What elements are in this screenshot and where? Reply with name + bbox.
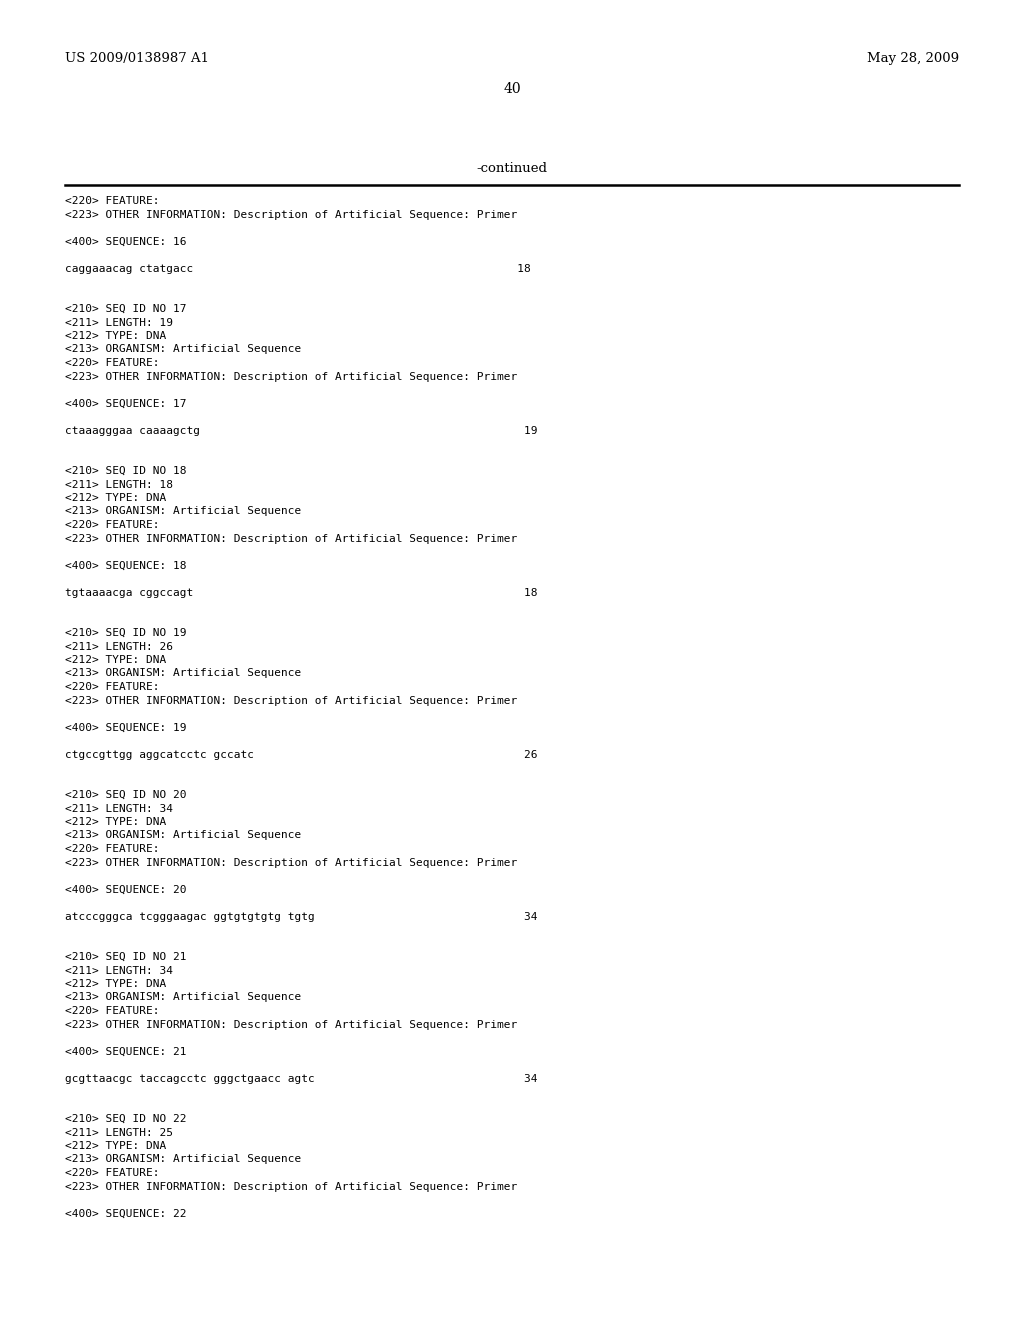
Text: <400> SEQUENCE: 17: <400> SEQUENCE: 17 [65,399,186,408]
Text: <210> SEQ ID NO 21: <210> SEQ ID NO 21 [65,952,186,962]
Text: May 28, 2009: May 28, 2009 [867,51,959,65]
Text: caggaaacag ctatgacc                                                18: caggaaacag ctatgacc 18 [65,264,530,273]
Text: <213> ORGANISM: Artificial Sequence: <213> ORGANISM: Artificial Sequence [65,830,301,841]
Text: <213> ORGANISM: Artificial Sequence: <213> ORGANISM: Artificial Sequence [65,993,301,1002]
Text: <212> TYPE: DNA: <212> TYPE: DNA [65,979,166,989]
Text: <211> LENGTH: 34: <211> LENGTH: 34 [65,965,173,975]
Text: <212> TYPE: DNA: <212> TYPE: DNA [65,655,166,665]
Text: gcgttaacgc taccagcctc gggctgaacc agtc                               34: gcgttaacgc taccagcctc gggctgaacc agtc 34 [65,1073,538,1084]
Text: 40: 40 [503,82,521,96]
Text: <223> OTHER INFORMATION: Description of Artificial Sequence: Primer: <223> OTHER INFORMATION: Description of … [65,371,517,381]
Text: tgtaaaacga cggccagt                                                 18: tgtaaaacga cggccagt 18 [65,587,538,598]
Text: <220> FEATURE:: <220> FEATURE: [65,682,160,692]
Text: <213> ORGANISM: Artificial Sequence: <213> ORGANISM: Artificial Sequence [65,507,301,516]
Text: <220> FEATURE:: <220> FEATURE: [65,195,160,206]
Text: <212> TYPE: DNA: <212> TYPE: DNA [65,817,166,828]
Text: <400> SEQUENCE: 16: <400> SEQUENCE: 16 [65,236,186,247]
Text: <223> OTHER INFORMATION: Description of Artificial Sequence: Primer: <223> OTHER INFORMATION: Description of … [65,858,517,867]
Text: <211> LENGTH: 26: <211> LENGTH: 26 [65,642,173,652]
Text: <212> TYPE: DNA: <212> TYPE: DNA [65,1140,166,1151]
Text: <210> SEQ ID NO 18: <210> SEQ ID NO 18 [65,466,186,477]
Text: <213> ORGANISM: Artificial Sequence: <213> ORGANISM: Artificial Sequence [65,345,301,355]
Text: <400> SEQUENCE: 18: <400> SEQUENCE: 18 [65,561,186,570]
Text: <210> SEQ ID NO 22: <210> SEQ ID NO 22 [65,1114,186,1125]
Text: <223> OTHER INFORMATION: Description of Artificial Sequence: Primer: <223> OTHER INFORMATION: Description of … [65,696,517,705]
Text: ctgccgttgg aggcatcctc gccatc                                        26: ctgccgttgg aggcatcctc gccatc 26 [65,750,538,759]
Text: <220> FEATURE:: <220> FEATURE: [65,843,160,854]
Text: <211> LENGTH: 34: <211> LENGTH: 34 [65,804,173,813]
Text: <210> SEQ ID NO 20: <210> SEQ ID NO 20 [65,789,186,800]
Text: <400> SEQUENCE: 22: <400> SEQUENCE: 22 [65,1209,186,1218]
Text: <223> OTHER INFORMATION: Description of Artificial Sequence: Primer: <223> OTHER INFORMATION: Description of … [65,210,517,219]
Text: <213> ORGANISM: Artificial Sequence: <213> ORGANISM: Artificial Sequence [65,668,301,678]
Text: <211> LENGTH: 18: <211> LENGTH: 18 [65,479,173,490]
Text: <223> OTHER INFORMATION: Description of Artificial Sequence: Primer: <223> OTHER INFORMATION: Description of … [65,1181,517,1192]
Text: <211> LENGTH: 25: <211> LENGTH: 25 [65,1127,173,1138]
Text: <400> SEQUENCE: 20: <400> SEQUENCE: 20 [65,884,186,895]
Text: <400> SEQUENCE: 19: <400> SEQUENCE: 19 [65,722,186,733]
Text: <220> FEATURE:: <220> FEATURE: [65,520,160,531]
Text: <223> OTHER INFORMATION: Description of Artificial Sequence: Primer: <223> OTHER INFORMATION: Description of … [65,533,517,544]
Text: US 2009/0138987 A1: US 2009/0138987 A1 [65,51,209,65]
Text: <213> ORGANISM: Artificial Sequence: <213> ORGANISM: Artificial Sequence [65,1155,301,1164]
Text: <400> SEQUENCE: 21: <400> SEQUENCE: 21 [65,1047,186,1056]
Text: <210> SEQ ID NO 19: <210> SEQ ID NO 19 [65,628,186,638]
Text: <211> LENGTH: 19: <211> LENGTH: 19 [65,318,173,327]
Text: atcccgggca tcgggaagac ggtgtgtgtg tgtg                               34: atcccgggca tcgggaagac ggtgtgtgtg tgtg 34 [65,912,538,921]
Text: -continued: -continued [476,162,548,176]
Text: <223> OTHER INFORMATION: Description of Artificial Sequence: Primer: <223> OTHER INFORMATION: Description of … [65,1019,517,1030]
Text: <212> TYPE: DNA: <212> TYPE: DNA [65,331,166,341]
Text: ctaaagggaa caaaagctg                                                19: ctaaagggaa caaaagctg 19 [65,425,538,436]
Text: <220> FEATURE:: <220> FEATURE: [65,358,160,368]
Text: <220> FEATURE:: <220> FEATURE: [65,1168,160,1177]
Text: <220> FEATURE:: <220> FEATURE: [65,1006,160,1016]
Text: <212> TYPE: DNA: <212> TYPE: DNA [65,492,166,503]
Text: <210> SEQ ID NO 17: <210> SEQ ID NO 17 [65,304,186,314]
